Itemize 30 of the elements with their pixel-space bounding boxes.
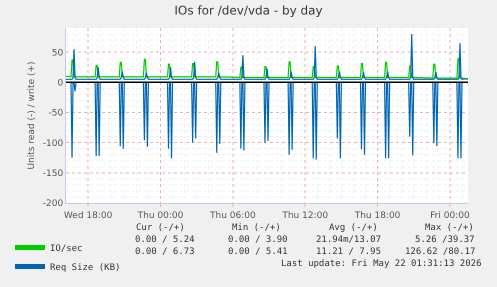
y-tick-label: 50 [52,48,64,58]
text: 126.62 /80.17 [405,247,476,257]
text: 0.00 / 3.90 [228,235,288,245]
x-tick-label: Wed 18:00 [64,210,113,221]
y-tick-label: -200 [42,199,64,210]
text: Avg (-/+) [329,223,378,233]
legend-label: Req Size (KB) [50,263,120,274]
legend-label: IO/sec [50,244,83,254]
x-tick-label: Thu 18:00 [354,210,401,221]
text: 0.00 / 5.24 [135,235,195,245]
x-tick-label: Thu 06:00 [208,210,256,221]
x-tick-label: Thu 12:00 [281,210,328,221]
line-series [66,58,468,80]
y-tick-label: -150 [42,168,64,179]
y-tick-label: -100 [42,138,64,149]
text: Min (-/+) [232,223,281,233]
text: Cur (-/+) [136,223,185,233]
y-axis-title: Units read (-) / write (+) [27,61,38,170]
text: 0.00 / 6.73 [135,247,195,257]
x-tick-label: Fri 00:00 [430,210,470,221]
text: 5.26 /39.37 [415,235,475,245]
text: 11.21 / 7.95 [316,247,382,257]
x-tick-label: Thu 00:00 [136,210,184,221]
text: 21.94m/13.07 [316,235,382,245]
chart-title: IOs for /dev/vda - by day [174,3,323,18]
y-tick-label: -50 [48,108,64,119]
text: Last update: Fri May 22 01:31:13 2026 [281,259,482,269]
text: 0.00 / 5.41 [228,247,288,257]
text: Max (-/+) [425,223,474,233]
y-tick-label: 0 [57,78,64,88]
